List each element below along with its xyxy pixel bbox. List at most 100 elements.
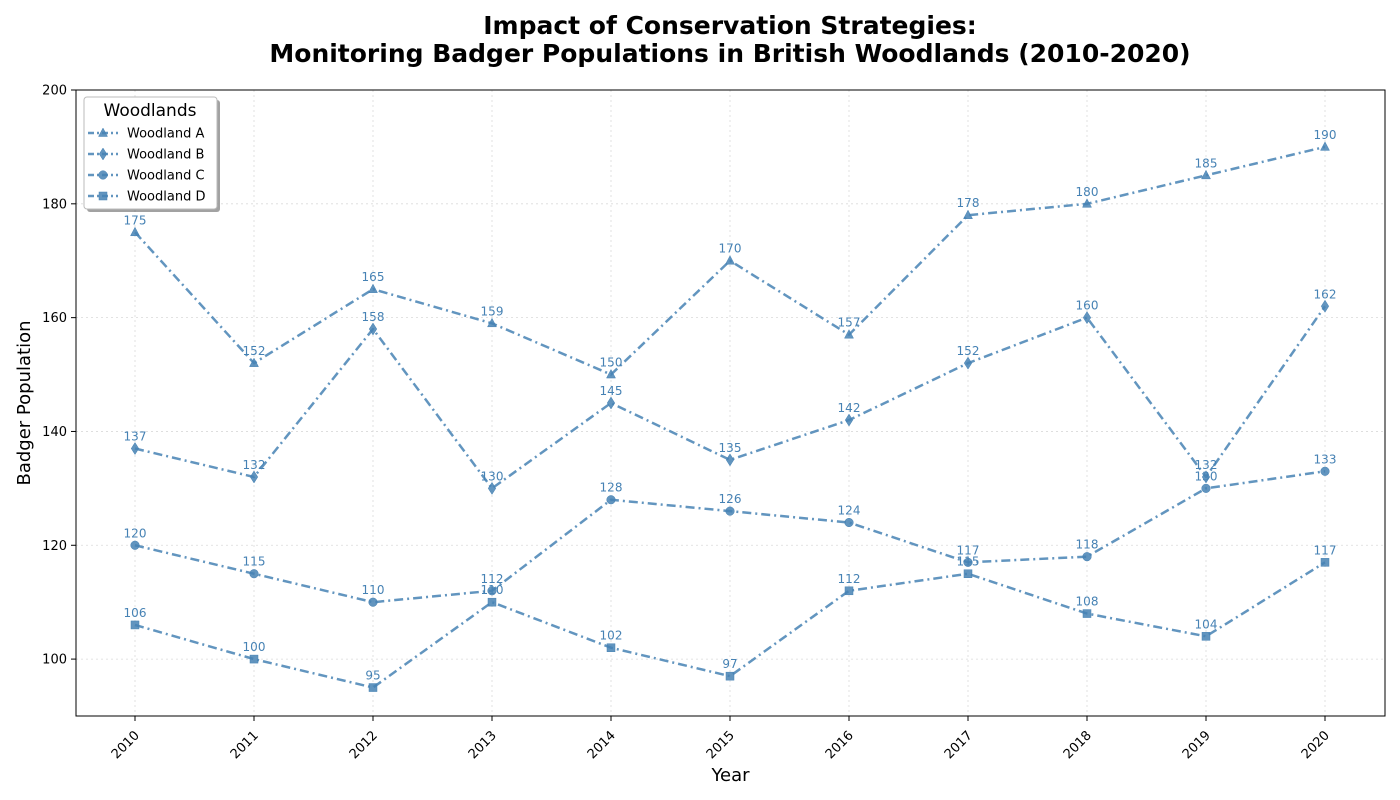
plot-area bbox=[75, 89, 1386, 717]
x-tick-label: 2010 bbox=[109, 728, 143, 762]
data-point bbox=[606, 396, 616, 410]
data-label: 100 bbox=[243, 640, 266, 654]
data-label: 130 bbox=[481, 469, 504, 483]
data-label: 150 bbox=[600, 356, 623, 370]
data-point bbox=[844, 329, 854, 339]
data-label: 133 bbox=[1314, 452, 1337, 466]
data-point bbox=[1082, 609, 1092, 618]
x-tick-label: 2019 bbox=[1180, 728, 1214, 762]
data-point bbox=[844, 586, 854, 596]
x-tick-label: 2016 bbox=[823, 728, 857, 762]
x-tick-label: 2020 bbox=[1299, 728, 1333, 762]
data-label: 117 bbox=[957, 543, 980, 557]
y-tick-label: 140 bbox=[42, 425, 67, 440]
y-tick-label: 180 bbox=[42, 197, 67, 212]
data-point bbox=[606, 369, 616, 379]
legend-item: Woodland C bbox=[88, 169, 205, 184]
data-label: 112 bbox=[838, 572, 861, 586]
data-point bbox=[368, 322, 378, 336]
data-label: 112 bbox=[481, 572, 504, 586]
data-point bbox=[1082, 198, 1092, 208]
data-point bbox=[1201, 632, 1211, 641]
series-woodland-a: 175 152 165 159 150 170 157 178 180 185 190 bbox=[124, 128, 1337, 379]
series-line bbox=[134, 305, 1327, 490]
data-point bbox=[1201, 470, 1211, 484]
data-point bbox=[963, 209, 973, 219]
data-label: 145 bbox=[600, 384, 623, 398]
data-label: 97 bbox=[722, 657, 737, 671]
data-label: 128 bbox=[600, 481, 623, 495]
data-label: 160 bbox=[1076, 299, 1099, 313]
data-point bbox=[963, 356, 973, 370]
data-label: 126 bbox=[719, 492, 742, 506]
data-label: 135 bbox=[719, 441, 742, 455]
data-point bbox=[130, 442, 140, 455]
data-point bbox=[249, 357, 259, 367]
data-point bbox=[606, 643, 616, 652]
data-label: 110 bbox=[481, 583, 504, 597]
data-label: 190 bbox=[1314, 128, 1337, 142]
chart-title: Impact of Conservation Strategies:Monito… bbox=[269, 11, 1190, 68]
data-point bbox=[130, 620, 140, 630]
data-label: 175 bbox=[124, 213, 147, 227]
data-label: 118 bbox=[1076, 538, 1099, 552]
data-point bbox=[844, 413, 854, 427]
x-axis: 2010 2011 2012 2013 2014 2015 2016 2017 2018 2019… bbox=[109, 716, 1333, 762]
data-point bbox=[725, 453, 735, 467]
legend-item: Woodland A bbox=[88, 127, 204, 142]
data-label: 104 bbox=[1195, 617, 1218, 631]
data-point bbox=[844, 517, 854, 528]
y-tick-label: 100 bbox=[42, 653, 67, 668]
legend-title: Woodlands bbox=[104, 101, 197, 121]
x-tick-label: 2017 bbox=[942, 728, 976, 762]
data-point bbox=[1082, 552, 1092, 562]
data-point bbox=[963, 569, 973, 578]
data-label: 152 bbox=[243, 344, 266, 358]
data-point bbox=[487, 481, 497, 495]
y-axis: 100 120 140 160 180 200 bbox=[42, 84, 76, 668]
x-axis-label: Year bbox=[710, 765, 750, 786]
data-label: 170 bbox=[719, 242, 742, 256]
legend-label: Woodland B bbox=[127, 148, 204, 163]
legend-box bbox=[83, 96, 218, 210]
data-label: 185 bbox=[1195, 156, 1218, 170]
data-label: 115 bbox=[243, 555, 266, 569]
data-point bbox=[487, 317, 497, 328]
legend-label: Woodland D bbox=[127, 190, 205, 205]
legend-marker bbox=[98, 127, 108, 137]
data-point bbox=[725, 671, 735, 681]
data-label: 124 bbox=[838, 504, 861, 518]
data-point bbox=[1320, 466, 1330, 476]
data-label: 142 bbox=[838, 401, 861, 415]
data-label: 158 bbox=[362, 310, 385, 324]
data-label: 108 bbox=[1076, 595, 1099, 609]
data-label: 120 bbox=[124, 526, 147, 540]
y-axis-label: Badger Population bbox=[14, 321, 35, 486]
data-label: 110 bbox=[362, 583, 385, 597]
data-label: 157 bbox=[838, 316, 861, 330]
data-label: 165 bbox=[362, 270, 385, 284]
data-label: 115 bbox=[957, 555, 980, 569]
series-woodland-d: 106 100 95 110 102 97 112 115 108 104 117 bbox=[124, 543, 1336, 692]
legend-item: Woodland D bbox=[88, 190, 205, 205]
y-tick-label: 160 bbox=[42, 311, 67, 326]
data-label: 132 bbox=[243, 458, 266, 472]
legend-marker bbox=[98, 170, 108, 180]
legend-label: Woodland A bbox=[127, 127, 204, 142]
data-label: 180 bbox=[1076, 185, 1099, 199]
data-label: 159 bbox=[481, 304, 504, 318]
series-woodland-b: 137 132 158 130 145 135 142 152 160 132 162 bbox=[124, 287, 1336, 495]
chart-title-line-2: Monitoring Badger Populations in British… bbox=[269, 39, 1190, 68]
x-tick-label: 2011 bbox=[228, 728, 262, 762]
data-point bbox=[1201, 483, 1211, 493]
y-tick-label: 120 bbox=[42, 539, 67, 554]
data-label: 106 bbox=[124, 606, 147, 620]
x-tick-label: 2012 bbox=[347, 728, 381, 762]
data-point bbox=[725, 506, 735, 516]
chart-title-line-1: Impact of Conservation Strategies: bbox=[483, 11, 977, 40]
data-point bbox=[249, 470, 259, 484]
data-point bbox=[1320, 141, 1330, 151]
data-point bbox=[368, 683, 378, 692]
